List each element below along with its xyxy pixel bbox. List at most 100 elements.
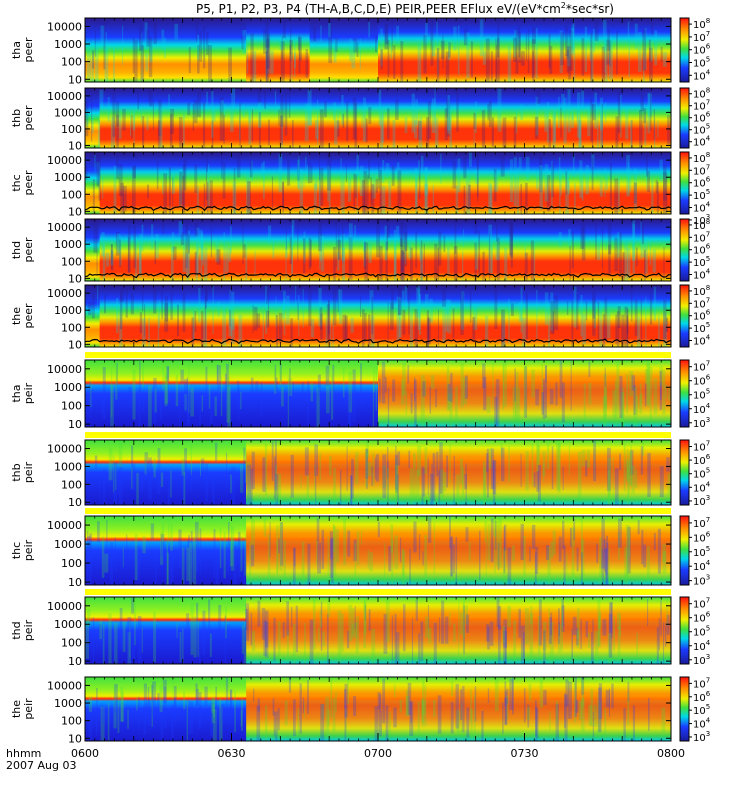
panel-top-band	[85, 589, 671, 595]
colorbar	[679, 439, 690, 506]
colorbar-tick-label: 104	[693, 639, 711, 653]
colorbar	[679, 359, 690, 428]
spectrogram-hot-interval	[99, 88, 671, 148]
y-tick-label: 10000	[47, 287, 82, 300]
panel-label: thepeer	[10, 303, 35, 329]
colorbar-tick-label: 108	[693, 284, 710, 298]
colorbar-tick-label: 104	[693, 135, 711, 149]
colorbar-tick-label: 106	[693, 453, 711, 467]
y-tick-label: 10	[68, 576, 82, 589]
y-tick-label: 100	[61, 321, 82, 334]
colorbar-tick-label: 103	[693, 213, 710, 227]
colorbar-tick-label: 107	[693, 516, 710, 530]
y-tick-label: 1000	[54, 106, 82, 119]
x-tick-label: 0800	[657, 747, 685, 760]
colorbar-tick-label: 107	[693, 99, 710, 113]
y-tick-label: 10	[68, 496, 82, 509]
spectrogram-hot-interval	[246, 18, 310, 82]
panel-top-band	[85, 508, 671, 514]
y-tick-label: 1000	[54, 38, 82, 51]
y-tick-label: 1000	[54, 304, 82, 317]
colorbar	[679, 515, 690, 586]
panel-top-band	[85, 352, 671, 358]
y-tick-label: 100	[61, 478, 82, 491]
colorbar-tick-label: 106	[693, 690, 711, 704]
colorbar	[679, 218, 690, 282]
colorbar-tick-label: 107	[693, 439, 710, 453]
spectrogram-hot-interval	[99, 285, 671, 347]
colorbar-tick-label: 104	[693, 559, 711, 573]
colorbar-tick-label: 105	[693, 255, 710, 269]
panel-label: thbpeer	[10, 105, 35, 131]
y-tick-label: 10000	[47, 600, 82, 613]
y-tick-label: 10000	[47, 679, 82, 692]
colorbar-tick-label: 104	[693, 334, 711, 348]
spectrogram-texture	[89, 360, 672, 427]
colorbar-tick-label: 106	[693, 530, 711, 544]
colorbar-tick-label: 105	[693, 123, 710, 137]
colorbar	[679, 17, 690, 83]
time-axis: 0600 0630 0700 0730 0800	[71, 733, 685, 760]
y-tick-label: 100	[61, 715, 82, 728]
colorbar-tick-label: 104	[693, 201, 711, 215]
y-tick-label: 1000	[54, 238, 82, 251]
panel-label: thdpeer	[10, 237, 35, 263]
colorbar-tick-label: 104	[693, 717, 711, 731]
y-tick-label: 10000	[47, 154, 82, 167]
date-label: 2007 Aug 03	[6, 759, 76, 772]
colorbar	[679, 284, 690, 348]
colorbar-tick-label: 104	[693, 402, 711, 416]
colorbar-tick-label: 107	[693, 163, 710, 177]
spectrogram-texture	[94, 440, 672, 505]
colorbar-tick-label: 103	[693, 416, 710, 430]
y-tick-label: 10	[68, 338, 82, 351]
y-tick-label: 10	[68, 205, 82, 218]
x-tick-label: 0600	[71, 747, 99, 760]
colorbar-tick-label: 108	[693, 218, 710, 232]
panel-label: thapeir	[10, 382, 35, 404]
colorbar-tick-label: 106	[693, 243, 711, 257]
y-tick-label: 100	[61, 56, 82, 69]
x-tick-label: 0700	[364, 747, 392, 760]
colorbar-tick-label: 103	[693, 494, 710, 508]
y-tick-label: 100	[61, 557, 82, 570]
colorbar	[679, 87, 690, 149]
colorbar-tick-label: 103	[693, 730, 710, 744]
y-tick-label: 10000	[47, 363, 82, 376]
panel-label: thcpeir	[10, 539, 35, 561]
spectrogram-texture	[87, 285, 669, 347]
time-axis-label: hhmm	[6, 747, 41, 760]
colorbar-tick-label: 106	[693, 374, 711, 388]
panel-label: thapeer	[10, 37, 35, 63]
colorbar-tick-label: 103	[693, 574, 710, 588]
spectrogram-hot-interval	[99, 152, 671, 214]
spectrogram-hot-interval	[246, 597, 671, 664]
spectrogram-hot-interval	[246, 677, 671, 741]
figure-title: P5, P1, P2, P3, P4 (TH-A,B,C,D,E) PEIR,P…	[196, 1, 614, 16]
colorbar-tick-label: 106	[693, 111, 711, 125]
colorbar	[679, 676, 690, 742]
spectrogram-texture	[85, 88, 670, 148]
colorbar-tick-label: 107	[693, 597, 710, 611]
y-tick-label: 10	[68, 73, 82, 86]
potential-overlay-line	[84, 272, 671, 279]
colorbar-tick-label: 105	[693, 625, 710, 639]
panel-label: thdpeir	[10, 619, 35, 641]
spectrogram-hot-interval	[378, 360, 671, 427]
spectrogram-texture	[85, 152, 668, 214]
y-tick-label: 1000	[54, 460, 82, 473]
panel-label: thbpeir	[10, 461, 35, 483]
y-tick-label: 100	[61, 400, 82, 413]
y-tick-label: 10	[68, 418, 82, 431]
colorbar-tick-label: 107	[693, 296, 710, 310]
y-tick-label: 10000	[47, 221, 82, 234]
colorbar-tick-label: 104	[693, 268, 711, 282]
y-tick-label: 10	[68, 732, 82, 745]
